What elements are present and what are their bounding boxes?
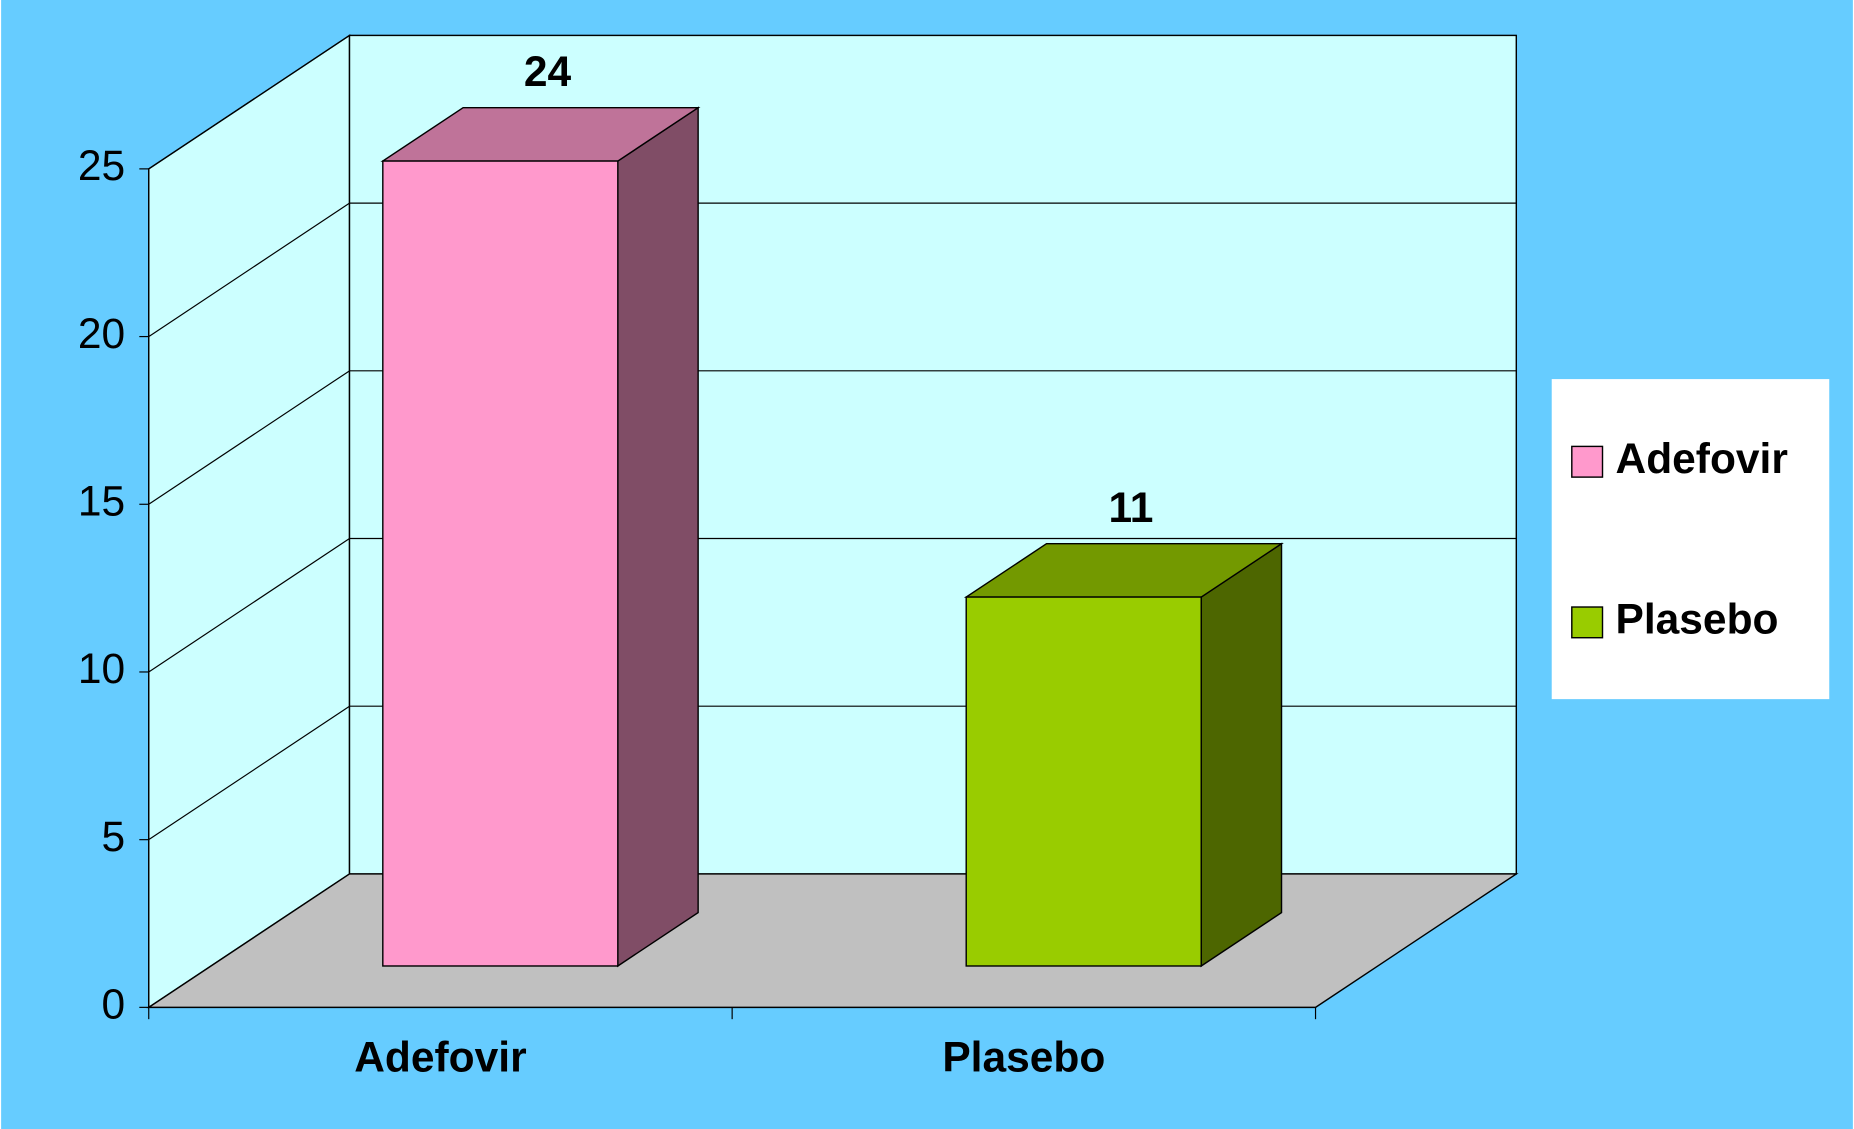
legend-swatch	[1571, 445, 1604, 478]
grid-line	[148, 34, 350, 170]
y-tick-label: 0	[101, 982, 125, 1029]
grid-line	[148, 538, 350, 673]
grid-line	[148, 370, 350, 505]
legend-box	[1551, 379, 1830, 700]
data-label: 11	[1108, 485, 1153, 532]
data-label: 24	[524, 49, 572, 96]
y-tick-label: 25	[78, 143, 125, 190]
y-tick-label: 20	[78, 311, 125, 358]
bar	[382, 160, 619, 967]
grid-line	[148, 705, 350, 841]
bar-side	[617, 106, 699, 968]
left-wall	[148, 34, 351, 1009]
y-tick-label: 15	[78, 479, 125, 526]
grid-line	[148, 202, 350, 338]
floor	[146, 873, 1519, 1009]
x-tick-label: Plasebo	[942, 1035, 1105, 1082]
y-tick-label: 10	[78, 646, 125, 693]
legend-label: Plasebo	[1616, 597, 1779, 644]
legend-label: Adefovir	[1616, 436, 1788, 483]
x-tick-label: Adefovir	[354, 1035, 526, 1082]
legend-swatch	[1571, 606, 1604, 639]
bar	[965, 596, 1202, 967]
y-tick-label: 5	[101, 814, 125, 861]
bar-side	[1200, 542, 1283, 968]
